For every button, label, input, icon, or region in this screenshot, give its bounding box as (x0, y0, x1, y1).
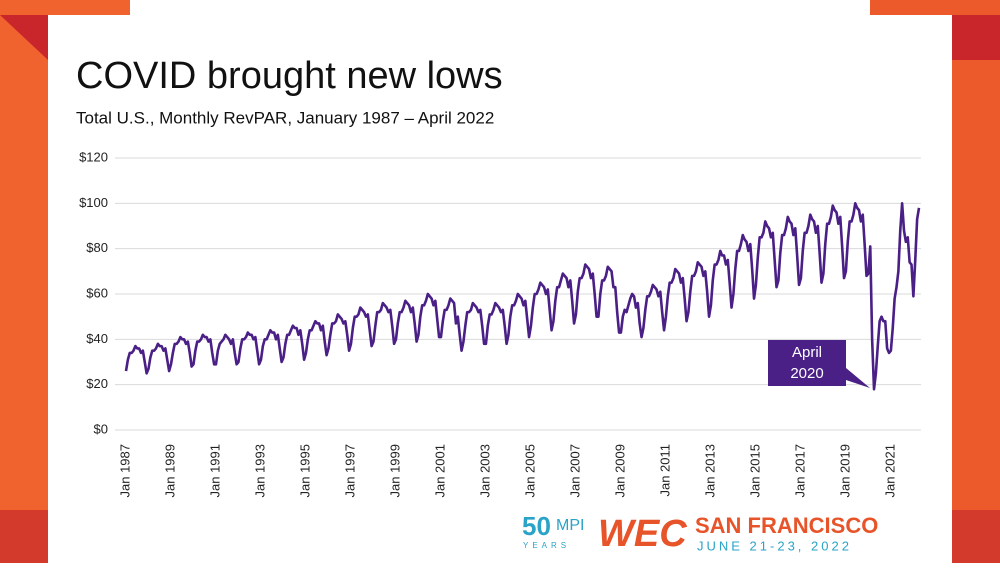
annotation-arrow (846, 368, 870, 388)
x-tick-label: Jan 2003 (477, 444, 492, 498)
panel (48, 15, 952, 563)
y-tick-label: $20 (86, 376, 108, 391)
x-tick-label: Jan 2019 (837, 444, 852, 498)
frame-left (0, 0, 130, 563)
x-tick-label: Jan 1991 (207, 444, 222, 498)
x-tick-label: Jan 2017 (792, 444, 807, 498)
logo-50: 50 (522, 511, 551, 541)
x-tick-label: Jan 2021 (882, 444, 897, 498)
y-tick-label: $0 (94, 421, 108, 436)
y-tick-label: $60 (86, 285, 108, 300)
x-tick-label: Jan 1987 (117, 444, 132, 498)
y-tick-label: $40 (86, 331, 108, 346)
branding: 50 MPI YEARS WEC SAN FRANCISCO JUNE 21-2… (522, 511, 878, 555)
annotation: April 2020 (768, 340, 870, 388)
x-tick-label: Jan 1999 (387, 444, 402, 498)
annotation-text: 2020 (790, 365, 823, 382)
corner-br (952, 510, 1000, 563)
x-tick-label: Jan 2005 (522, 444, 537, 498)
x-tick-label: Jan 2011 (657, 444, 672, 497)
logo-wec: WEC (598, 513, 687, 555)
x-tick-label: Jan 2015 (747, 444, 762, 498)
data-line (124, 202, 921, 391)
x-tick-label: Jan 2007 (567, 444, 582, 498)
chart-subtitle: Total U.S., Monthly RevPAR, January 1987… (76, 108, 494, 127)
logo-years: YEARS (523, 541, 570, 550)
chart-title: COVID brought new lows (76, 55, 503, 97)
annotation-text: April (792, 344, 822, 361)
annotation-box (768, 340, 846, 386)
logo-mpi: MPI (556, 517, 584, 534)
x-tick-label: Jan 1995 (297, 444, 312, 498)
x-tick-label: Jan 2009 (612, 444, 627, 498)
y-tick-label: $80 (86, 240, 108, 255)
x-tick-label: Jan 2013 (702, 444, 717, 498)
logo-city: SAN FRANCISCO (695, 513, 878, 538)
plot: $0 $20 $40 $60 $80 $100 $120 Jan 1987 Jan 1989 Ja… (79, 149, 921, 498)
x-tick-label: Jan 1997 (342, 444, 357, 498)
y-tick-label: $100 (79, 195, 108, 210)
x-tick-label: Jan 2001 (432, 444, 447, 498)
x-tick-label: Jan 1993 (252, 444, 267, 498)
logo-dates: JUNE 21-23, 2022 (697, 538, 852, 553)
corner-bl (0, 510, 48, 563)
x-tick-label: Jan 1989 (162, 444, 177, 498)
y-tick-label: $120 (79, 149, 108, 164)
